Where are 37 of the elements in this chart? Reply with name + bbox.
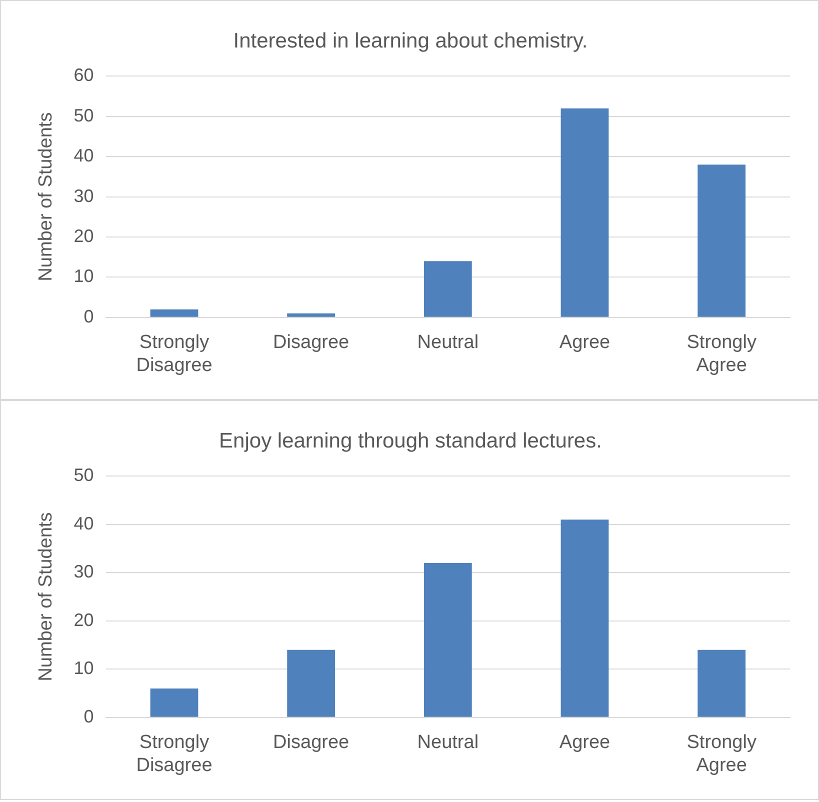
- bar: [287, 650, 336, 717]
- y-tick-label: 0: [84, 306, 94, 326]
- x-tick-label: Agree: [559, 332, 610, 354]
- bar: [560, 108, 609, 317]
- y-axis-title: Number of Students: [36, 112, 57, 282]
- x-tick-label: Neutral: [417, 332, 479, 354]
- y-tick-label: 10: [74, 266, 94, 286]
- chart-title: Enjoy learning through standard lectures.: [219, 429, 602, 452]
- y-tick-label: 30: [74, 562, 94, 582]
- bar: [424, 261, 472, 317]
- y-tick-label: 30: [74, 186, 94, 206]
- bar: [150, 688, 198, 717]
- x-tick-label: Neutral: [417, 732, 479, 754]
- y-tick-label: 40: [74, 513, 94, 534]
- y-tick-label: 0: [84, 706, 94, 726]
- bar: [560, 520, 609, 717]
- bar: [424, 563, 472, 717]
- y-tick-label: 40: [74, 146, 94, 166]
- x-tick-label: Strongly Disagree: [136, 732, 212, 776]
- x-tick-label: Disagree: [273, 732, 350, 754]
- y-tick-label: 10: [74, 658, 94, 678]
- x-tick-label: Disagree: [273, 332, 350, 354]
- y-axis-title: Number of Students: [36, 512, 57, 682]
- bar: [287, 313, 336, 317]
- y-tick-label: 20: [74, 226, 94, 246]
- y-tick-label: 20: [74, 610, 94, 630]
- bar: [698, 650, 746, 717]
- x-tick-label: Strongly Agree: [686, 332, 757, 376]
- bar: [150, 309, 198, 317]
- y-tick-label: 60: [74, 65, 94, 86]
- y-tick-label: 50: [74, 465, 94, 486]
- x-tick-label: Agree: [559, 732, 610, 754]
- bar: [698, 164, 746, 317]
- x-tick-label: Strongly Agree: [686, 732, 757, 776]
- x-tick-label: Strongly Disagree: [136, 332, 212, 376]
- chart-title: Interested in learning about chemistry.: [233, 29, 588, 52]
- y-tick-label: 50: [74, 105, 94, 126]
